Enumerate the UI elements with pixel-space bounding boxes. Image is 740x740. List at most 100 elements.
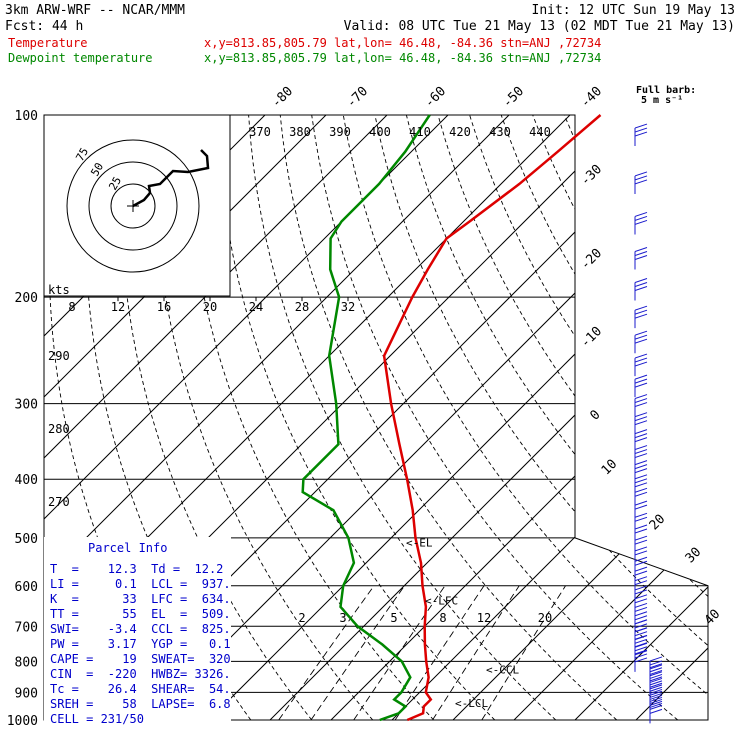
- barb-flag: [634, 653, 648, 659]
- isotherm-label: 20: [647, 512, 669, 534]
- dry-adiabat-line: [658, 115, 708, 720]
- wind-barb: [634, 305, 648, 329]
- isotherm-label: 40: [702, 607, 724, 629]
- wind-barb: [634, 412, 648, 435]
- barb-flag: [634, 286, 648, 291]
- dry-adiabat-line: [690, 115, 708, 720]
- barb-flag: [649, 690, 663, 696]
- isotherm-line: [391, 115, 708, 720]
- barb-flag: [649, 688, 663, 694]
- barb-flag: [634, 334, 648, 340]
- parcel-info-row: Tc = 26.4 SHEAR= 54.: [50, 682, 231, 696]
- wind-barb: [634, 278, 648, 301]
- barb-flag: [634, 382, 648, 388]
- parcel-info-row: SWI= -3.4 CCL = 825.: [50, 622, 231, 636]
- barb-flag: [649, 686, 663, 692]
- isotherm-label: -50: [500, 84, 527, 111]
- mixing-ratio-label: 3: [339, 611, 346, 625]
- dewpoint-line: [301, 114, 431, 722]
- barb-flag: [649, 692, 663, 698]
- barb-flag: [634, 309, 648, 315]
- dry-adiabat-line: [119, 115, 313, 720]
- barb-flag: [634, 449, 648, 455]
- init-time: Init: 12 UTC Sun 19 May 13: [532, 3, 736, 18]
- barb-flag: [634, 535, 648, 541]
- sounding-series: [301, 114, 602, 722]
- mixing-ratio-label: 5: [390, 611, 397, 625]
- barb-flag: [634, 649, 648, 655]
- barb-flag: [634, 468, 648, 474]
- barb-flag: [649, 660, 663, 666]
- parcel-level-label: <-LCL: [455, 697, 488, 710]
- dry-adiabat-line: [374, 115, 708, 720]
- barb-flag: [634, 330, 648, 336]
- isotherm-line: [452, 115, 708, 720]
- dry-adiabat-label: 290: [48, 349, 70, 363]
- barb-flag: [634, 247, 648, 253]
- parcel-info-row: CAPE = 19 SWEAT= 320: [50, 652, 231, 666]
- barb-flag: [634, 580, 648, 586]
- pressure-tick-label: 100: [15, 109, 38, 124]
- barb-flag: [634, 566, 648, 572]
- mixing-ratio-label: 8: [439, 611, 446, 625]
- pressure-tick-label: 700: [15, 620, 38, 635]
- barb-flag: [634, 487, 648, 493]
- barb-flag: [634, 634, 648, 640]
- isotherm-line: [147, 115, 708, 720]
- barb-flag: [649, 677, 663, 683]
- wind-barb: [634, 460, 648, 483]
- barb-legend-title: Full barb:: [636, 85, 696, 96]
- barb-flag: [649, 656, 663, 662]
- barb-flag: [634, 437, 648, 443]
- isotherm-label: 0: [587, 407, 603, 423]
- temperature-legend-info: x,y=813.85,805.79 lat,lon= 46.48, -84.36…: [204, 36, 601, 50]
- dry-adiabat-line: [595, 115, 708, 720]
- barb-flag: [634, 556, 648, 562]
- dry-adiabat-line: [152, 115, 374, 720]
- hodograph-ring: [88, 161, 178, 251]
- barb-flag: [634, 598, 648, 604]
- dry-adiabat-line: [500, 115, 708, 720]
- speed-scale-label: 20: [203, 300, 217, 314]
- barb-flag: [634, 453, 648, 459]
- barb-flag: [634, 623, 648, 629]
- barb-flag: [634, 615, 648, 621]
- barb-flag: [634, 464, 648, 470]
- barb-flag: [649, 664, 663, 670]
- barb-flag: [634, 504, 648, 510]
- barb-flag: [634, 131, 648, 137]
- barb-flag: [634, 402, 648, 408]
- isotherm-line: [44, 115, 510, 720]
- mixing-ratio-line: [353, 585, 446, 720]
- wind-barb: [634, 353, 648, 377]
- barb-flag: [634, 478, 648, 484]
- barb-flag: [634, 353, 648, 359]
- barb-flag: [634, 589, 648, 595]
- wind-barb: [634, 123, 648, 147]
- pressure-tick-label: 500: [15, 532, 38, 547]
- barb-flag: [634, 528, 648, 534]
- pressure-tick-label: 400: [15, 473, 38, 488]
- barb-flag: [634, 631, 648, 637]
- barb-flag: [634, 305, 648, 311]
- parcel-level-label: <-CCL: [486, 663, 519, 676]
- theta-label: 410: [409, 125, 431, 139]
- parcel-info-title: Parcel Info: [88, 541, 167, 555]
- barb-flag: [634, 282, 648, 287]
- mixing-ratio-line: [432, 585, 520, 720]
- barb-flag: [649, 696, 663, 702]
- isotherm-label: -60: [422, 84, 449, 111]
- speed-scale-label: 16: [157, 300, 171, 314]
- theta-label: 420: [449, 125, 471, 139]
- dry-adiabat-line: [342, 115, 708, 720]
- speed-scale-label: 24: [249, 300, 263, 314]
- isotherm-line: [44, 115, 388, 720]
- isotherm-label: -70: [344, 84, 371, 111]
- barb-flag: [649, 708, 663, 714]
- barb-flag: [634, 606, 648, 612]
- barb-flag: [634, 585, 648, 591]
- barb-flag: [634, 576, 648, 582]
- barb-flag: [649, 669, 663, 675]
- pressure-tick-label: 200: [15, 291, 38, 306]
- valid-time: Valid: 08 UTC Tue 21 May 13 (02 MDT Tue …: [344, 19, 735, 34]
